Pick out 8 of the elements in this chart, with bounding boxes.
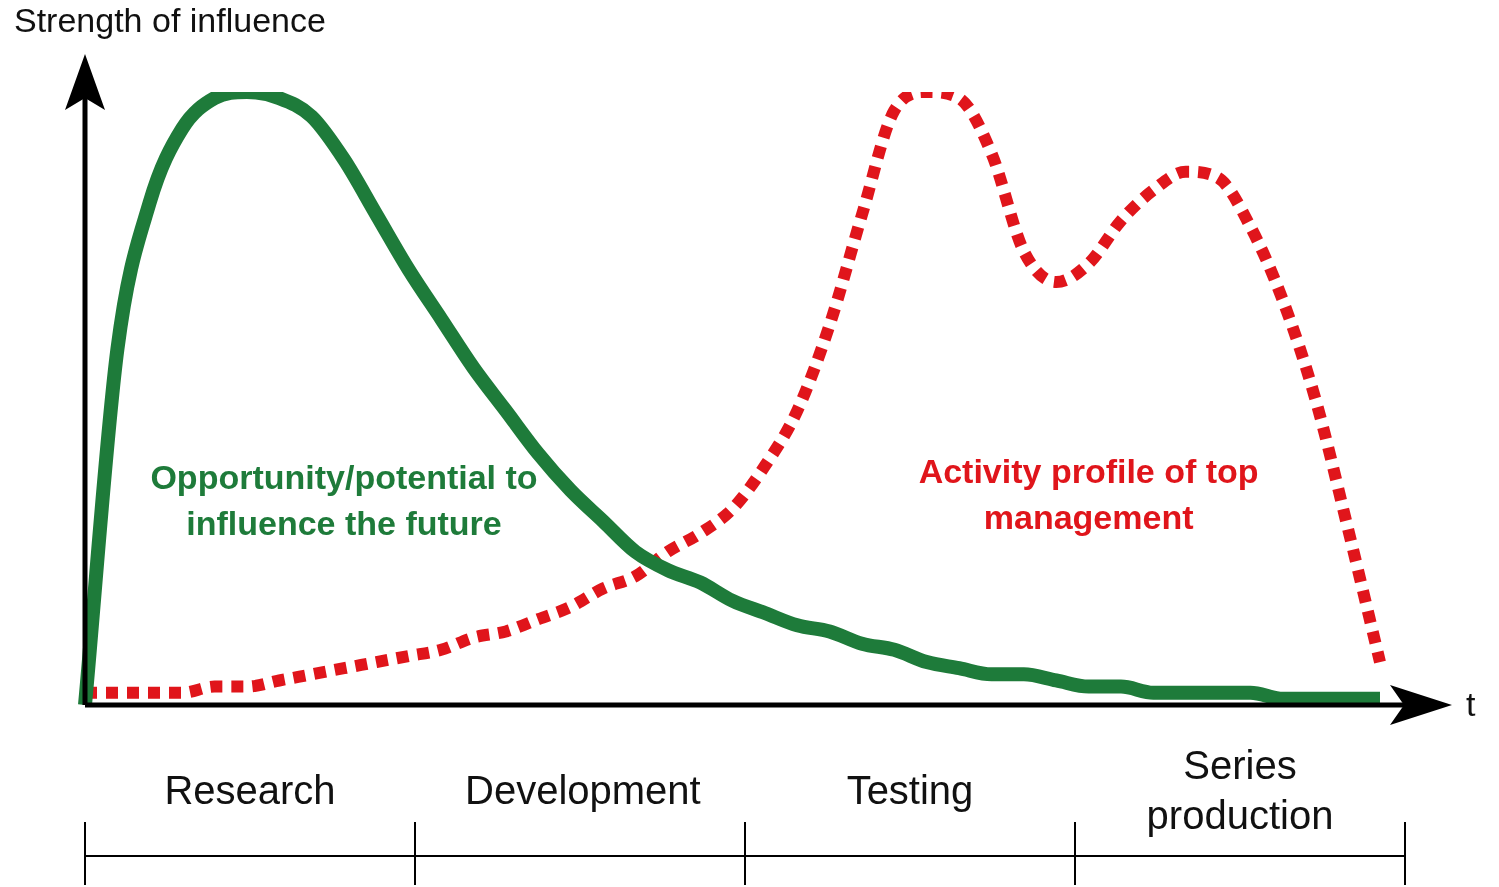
series-label: Opportunity/potential to influence the future [150,458,538,543]
text: Research [164,767,336,814]
text: Testing [846,767,974,814]
y-axis-title: Strength of influence [14,1,326,40]
text: Series production [1145,742,1335,839]
x-axis-title: t [1466,685,1476,724]
text: Activity profile of top management [918,451,1259,536]
text: Development [465,767,701,814]
